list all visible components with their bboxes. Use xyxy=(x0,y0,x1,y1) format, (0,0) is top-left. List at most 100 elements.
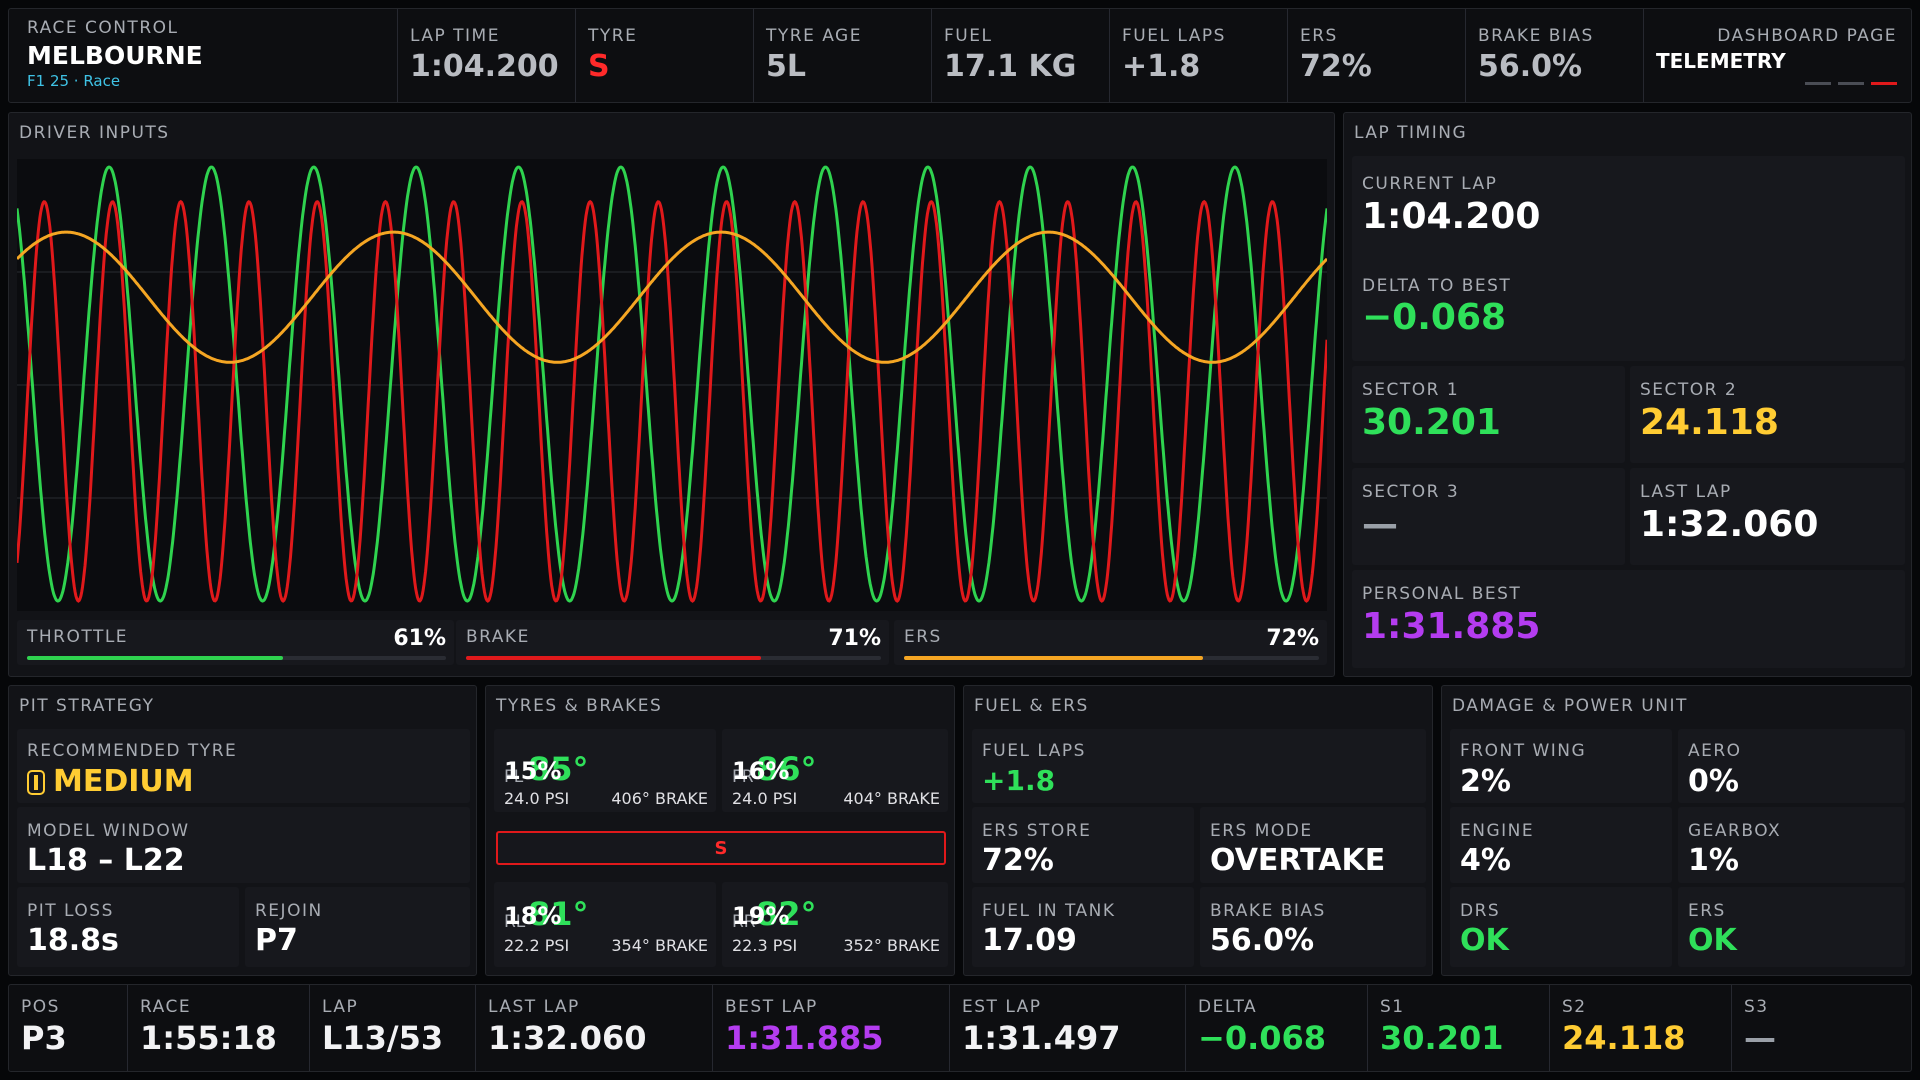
damage-label: FRONT WING xyxy=(1460,741,1587,761)
damage-engine-tile: ENGINE 4% xyxy=(1450,807,1672,883)
ers-series-line xyxy=(17,230,1327,364)
tyres-brakes-panel: TYRES & BRAKES FL 85° 15% 24.0 PSI 406° … xyxy=(485,685,955,976)
footer-value: P3 xyxy=(21,1019,67,1057)
metric-label: TYRE AGE xyxy=(766,26,862,46)
personal-best-value: 1:31.885 xyxy=(1362,606,1541,647)
footer-value: 30.201 xyxy=(1380,1019,1504,1057)
footer-value: 1:55:18 xyxy=(140,1019,277,1057)
damage-panel: DAMAGE & POWER UNIT FRONT WING 2% AERO 0… xyxy=(1441,685,1912,976)
damage-value: 4% xyxy=(1460,843,1511,878)
fuel-laps-label: FUEL LAPS xyxy=(982,741,1086,761)
panel-title: LAP TIMING xyxy=(1354,123,1468,143)
dashboard-page-value: TELEMETRY xyxy=(1656,49,1786,73)
damage-aero-tile: AERO 0% xyxy=(1678,729,1905,803)
brake-bar-track xyxy=(466,656,881,660)
metric-tyre-age: TYRE AGE 5L xyxy=(753,9,931,102)
wheel-rl-tile: RL 81° 18% 22.2 PSI 354° BRAKE xyxy=(494,882,716,967)
ers-mode-tile: ERS MODE OVERTAKE xyxy=(1200,807,1426,883)
footer-value: 1:32.060 xyxy=(488,1019,647,1057)
wheel-temp: 85° xyxy=(528,750,589,788)
footer-pos: POS P3 xyxy=(9,985,127,1071)
page-dot[interactable] xyxy=(1838,82,1864,85)
panel-title: PIT STRATEGY xyxy=(19,696,155,716)
wheel-brake-temp: 352° BRAKE xyxy=(843,936,940,955)
throttle-bar-tile: THROTTLE 61% xyxy=(17,620,454,665)
footer-label: LAP xyxy=(322,997,359,1017)
model-window-label: MODEL WINDOW xyxy=(27,821,190,841)
dashboard-page-selector[interactable]: DASHBOARD PAGE TELEMETRY xyxy=(1643,9,1911,102)
brake-label: BRAKE xyxy=(466,627,530,647)
page-dot-active[interactable] xyxy=(1871,82,1897,85)
throttle-label: THROTTLE xyxy=(27,627,129,647)
current-lap-value: 1:04.200 xyxy=(1362,196,1541,237)
wheel-brake-temp: 404° BRAKE xyxy=(843,789,940,808)
wheel-brake-temp: 406° BRAKE xyxy=(611,789,708,808)
wheel-position: RL xyxy=(504,912,526,932)
throttle-bar-track xyxy=(27,656,446,660)
footer-label: BEST LAP xyxy=(725,997,818,1017)
metric-fuel: FUEL 17.1 KG xyxy=(931,9,1109,102)
wheel-temp: 86° xyxy=(756,750,817,788)
ers-mode-value: OVERTAKE xyxy=(1210,843,1386,878)
footer-bar: POS P3 RACE 1:55:18 LAP L13/53 LAST LAP … xyxy=(8,984,1912,1072)
damage-label: GEARBOX xyxy=(1688,821,1782,841)
wheel-brake-temp: 354° BRAKE xyxy=(611,936,708,955)
chart-gridlines xyxy=(17,271,1327,499)
footer-value: 24.118 xyxy=(1562,1019,1686,1057)
wheel-wear: 18% xyxy=(504,902,562,930)
ers-bar-track xyxy=(904,656,1319,660)
footer-best-lap: BEST LAP 1:31.885 xyxy=(712,985,949,1071)
damage-label: AERO xyxy=(1688,741,1742,761)
wheel-position: FR xyxy=(732,767,754,787)
brake-bar-tile: BRAKE 71% xyxy=(456,620,889,665)
metric-value: 5L xyxy=(766,49,806,84)
recommended-tyre-label: RECOMMENDED TYRE xyxy=(27,741,238,761)
metric-label: ERS xyxy=(1300,26,1338,46)
fuel-in-tank-label: FUEL IN TANK xyxy=(982,901,1116,921)
wheel-wear: 15% xyxy=(504,757,562,785)
footer-s2: S2 24.118 xyxy=(1549,985,1731,1071)
brake-bar-fill xyxy=(466,656,761,660)
footer-label: S2 xyxy=(1562,997,1587,1017)
footer-delta: DELTA −0.068 xyxy=(1185,985,1367,1071)
wheel-fr-tile: FR 86° 16% 24.0 PSI 404° BRAKE xyxy=(722,729,948,812)
footer-label: S1 xyxy=(1380,997,1405,1017)
track-name: MELBOURNE xyxy=(27,41,203,70)
page-indicator xyxy=(1805,82,1897,85)
ers-bar-fill xyxy=(904,656,1203,660)
metric-value: 56.0% xyxy=(1478,49,1583,84)
footer-label: DELTA xyxy=(1198,997,1258,1017)
damage-gearbox-tile: GEARBOX 1% xyxy=(1678,807,1905,883)
wheel-pressure: 22.3 PSI xyxy=(732,936,798,955)
header-bar: RACE CONTROL MELBOURNE F1 25 · Race LAP … xyxy=(8,8,1912,103)
ers-label: ERS xyxy=(904,627,942,647)
current-lap-label: CURRENT LAP xyxy=(1362,174,1498,194)
ers-bar-tile: ERS 72% xyxy=(894,620,1327,665)
metric-label: TYRE xyxy=(588,26,638,46)
footer-label: EST LAP xyxy=(962,997,1042,1017)
delta-label: DELTA TO BEST xyxy=(1362,276,1512,296)
compound-indicator: S xyxy=(496,831,946,865)
fuel-in-tank-tile: FUEL IN TANK 17.09 xyxy=(972,887,1194,967)
brake-bias-label: BRAKE BIAS xyxy=(1210,901,1326,921)
footer-value: 1:31.885 xyxy=(725,1019,884,1057)
fuel-laps-tile: FUEL LAPS +1.8 xyxy=(972,729,1426,803)
wheel-wear: 19% xyxy=(732,902,790,930)
sector-3-tile: SECTOR 3 — xyxy=(1352,468,1625,565)
throttle-value: 61% xyxy=(393,626,446,651)
recommended-tyre-tile: RECOMMENDED TYRE MEDIUM xyxy=(17,729,470,803)
footer-label: S3 xyxy=(1744,997,1769,1017)
footer-s1: S1 30.201 xyxy=(1367,985,1549,1071)
driver-inputs-panel: DRIVER INPUTS THROTTLE 61% BRAKE 71% ERS… xyxy=(8,112,1335,677)
sector-1-value: 30.201 xyxy=(1362,402,1501,443)
wheel-pressure: 24.0 PSI xyxy=(504,789,570,808)
metric-label: LAP TIME xyxy=(410,26,500,46)
brake-bias-tile: BRAKE BIAS 56.0% xyxy=(1200,887,1426,967)
panel-title: DAMAGE & POWER UNIT xyxy=(1452,696,1688,716)
page-dot[interactable] xyxy=(1805,82,1831,85)
metric-value: 72% xyxy=(1300,49,1372,84)
recommended-tyre-value: MEDIUM xyxy=(53,764,194,799)
current-lap-tile: CURRENT LAP 1:04.200 DELTA TO BEST −0.06… xyxy=(1352,156,1905,361)
footer-last-lap: LAST LAP 1:32.060 xyxy=(475,985,712,1071)
ers-value: 72% xyxy=(1266,626,1319,651)
